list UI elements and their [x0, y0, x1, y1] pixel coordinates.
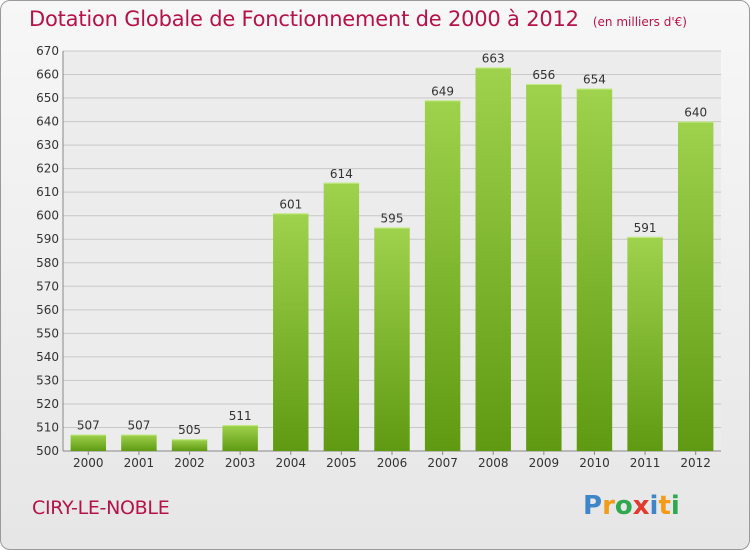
x-tick-label: 2002 [174, 456, 205, 470]
title-row: Dotation Globale de Fonctionnement de 20… [29, 7, 687, 31]
y-tick-label: 600 [36, 209, 59, 223]
bar-value-label: 614 [330, 167, 353, 181]
x-tick-label: 2004 [275, 456, 306, 470]
x-tick-label: 2009 [529, 456, 560, 470]
logo-letter: i [649, 491, 659, 521]
unit-note: (en milliers d'€) [592, 15, 687, 29]
logo-letter: i [670, 491, 680, 521]
y-tick-label: 620 [36, 162, 59, 176]
bar [374, 227, 410, 451]
y-tick-label: 570 [36, 279, 59, 293]
x-tick-label: 2011 [630, 456, 661, 470]
commune-name: CIRY-LE-NOBLE [32, 497, 170, 519]
bar-value-label: 511 [229, 409, 252, 423]
y-tick-label: 540 [36, 350, 59, 364]
y-tick-label: 610 [36, 185, 59, 199]
x-tick-label: 2007 [427, 456, 458, 470]
bar [526, 83, 562, 452]
bar-value-label: 656 [532, 68, 555, 82]
y-tick-label: 530 [36, 373, 59, 387]
bar [576, 88, 613, 451]
bar [475, 67, 511, 452]
x-tick-label: 2012 [680, 456, 711, 470]
y-tick-label: 590 [36, 232, 59, 246]
y-tick-label: 640 [36, 115, 59, 129]
logo-letter: P [583, 491, 603, 521]
logo-letter: o [614, 491, 633, 521]
bar-value-label: 649 [431, 84, 454, 98]
y-tick-label: 500 [36, 444, 59, 458]
y-tick-label: 630 [36, 138, 59, 152]
x-tick-label: 2006 [377, 456, 408, 470]
x-tick-label: 2010 [579, 456, 610, 470]
y-tick-label: 580 [36, 256, 59, 270]
bar [677, 121, 714, 452]
y-tick-label: 670 [36, 44, 59, 58]
bar [424, 100, 461, 451]
bar-value-label: 505 [178, 423, 201, 437]
bar-value-label: 640 [684, 106, 707, 120]
x-tick-label: 2000 [73, 456, 104, 470]
y-tick-label: 650 [36, 91, 59, 105]
bar [171, 439, 208, 451]
bar [627, 236, 663, 451]
logo-letter: t [658, 491, 671, 521]
bar-value-label: 507 [127, 419, 150, 433]
chart-title: Dotation Globale de Fonctionnement de 20… [29, 7, 579, 31]
bar-value-label: 601 [279, 197, 302, 211]
bar [121, 434, 157, 451]
x-tick-label: 2003 [225, 456, 256, 470]
y-tick-label: 560 [36, 303, 59, 317]
bar [70, 434, 107, 451]
y-tick-label: 510 [36, 420, 59, 434]
bar [273, 213, 309, 451]
logo-letter: x [632, 491, 650, 521]
x-tick-label: 2005 [326, 456, 357, 470]
bar-value-label: 663 [482, 51, 505, 65]
bar-value-label: 507 [77, 419, 100, 433]
logo-letter: r [602, 491, 615, 521]
y-tick-label: 550 [36, 326, 59, 340]
bar-value-label: 591 [634, 221, 657, 235]
bar-value-label: 654 [583, 73, 606, 87]
y-tick-label: 660 [36, 68, 59, 82]
bar [222, 425, 258, 451]
x-tick-label: 2008 [478, 456, 509, 470]
bar [323, 182, 360, 451]
x-tick-label: 2001 [124, 456, 155, 470]
y-tick-label: 520 [36, 397, 59, 411]
proxiti-logo: Proxiti [583, 491, 680, 521]
bar-value-label: 595 [381, 211, 404, 225]
